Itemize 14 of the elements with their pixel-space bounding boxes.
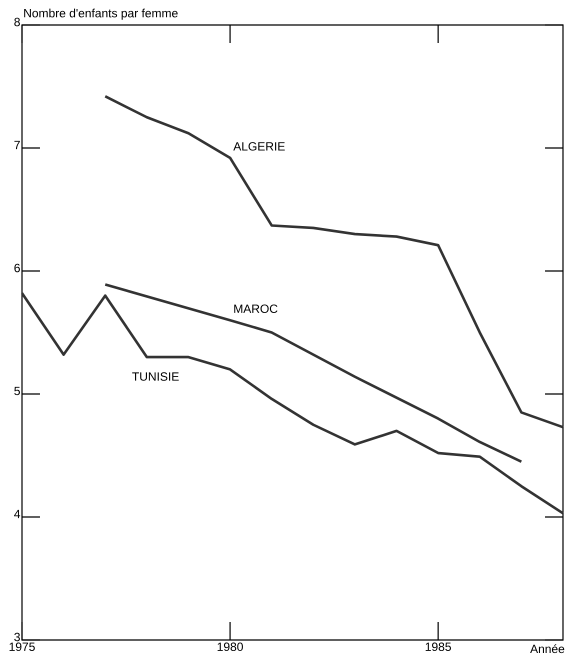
y-tick-label: 8 (14, 18, 20, 26)
y-axis-title: Nombre d'enfants par femme (24, 8, 178, 20)
y-tick-label: 7 (14, 140, 20, 150)
x-axis-title: Année (530, 644, 564, 654)
series-label: MAROC (234, 304, 278, 313)
x-tick-label: 1985 (426, 642, 451, 652)
y-tick-label: 6 (14, 264, 20, 272)
y-tick-label: 3 (14, 632, 20, 642)
series-label: TUNISIE (132, 372, 179, 381)
series-label: ALGERIE (233, 142, 285, 151)
x-tick-label: 1980 (218, 642, 243, 652)
y-tick-label: 4 (14, 510, 20, 518)
y-tick-label: 5 (14, 386, 20, 396)
x-tick-label: 1975 (10, 642, 35, 652)
